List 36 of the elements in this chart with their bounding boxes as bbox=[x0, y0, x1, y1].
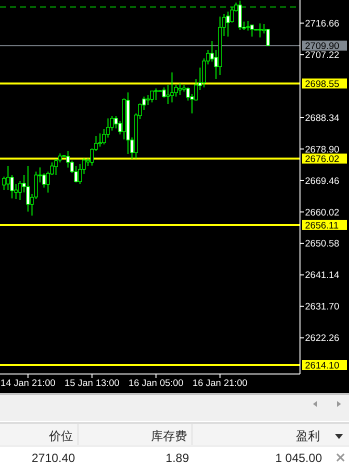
candlestick bbox=[66, 150, 70, 168]
candlestick bbox=[238, 0, 242, 30]
y-tick-label: 2716.66 bbox=[305, 18, 340, 30]
x-tick-label: 16 Jan 05:00 bbox=[128, 378, 184, 389]
candlestick bbox=[218, 16, 222, 76]
text: 盈利 bbox=[296, 429, 320, 443]
x-tick-label: 16 Jan 21:00 bbox=[192, 378, 248, 389]
x-tick-label: 14 Jan 21:00 bbox=[0, 378, 56, 389]
y-tick-label: 2669.46 bbox=[305, 176, 340, 187]
y-tick-label: 2650.58 bbox=[305, 238, 340, 250]
ref-line-label: 2614.10 bbox=[305, 360, 340, 372]
ref-line-label: 2709.90 bbox=[305, 40, 340, 52]
ref-line-label: 2698.55 bbox=[305, 78, 340, 90]
y-tick-label: 2641.14 bbox=[305, 270, 340, 282]
y-tick-label: 2688.34 bbox=[305, 112, 340, 124]
candlestick bbox=[170, 72, 174, 103]
candlestick bbox=[258, 22, 262, 38]
text: 库存费 bbox=[151, 429, 187, 443]
x-tick-label: 15 Jan 13:00 bbox=[64, 378, 120, 389]
ref-line-label: 2676.02 bbox=[305, 154, 340, 165]
candlestick bbox=[178, 82, 182, 96]
y-tick-label: 2660.02 bbox=[305, 207, 340, 218]
candlestick bbox=[126, 92, 130, 154]
text: 1.89 bbox=[166, 451, 190, 465]
y-tick-label: 2678.90 bbox=[305, 144, 340, 156]
text: 1 045.00 bbox=[275, 451, 322, 465]
text: 价位 bbox=[48, 429, 73, 443]
candlestick bbox=[26, 166, 30, 212]
y-tick-label: 2707.22 bbox=[305, 50, 340, 61]
candlestick bbox=[166, 84, 170, 104]
y-tick-label: 2622.26 bbox=[305, 333, 340, 344]
y-tick-label: 2631.70 bbox=[305, 302, 340, 313]
ref-line-label: 2656.11 bbox=[305, 220, 339, 232]
candlestick bbox=[6, 166, 10, 190]
text: 2710.40 bbox=[32, 451, 76, 465]
candlestick bbox=[226, 11, 230, 38]
